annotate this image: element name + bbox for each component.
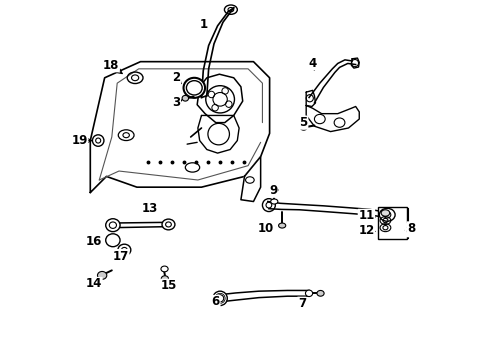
Ellipse shape bbox=[183, 78, 204, 98]
Ellipse shape bbox=[182, 95, 188, 101]
Text: 18: 18 bbox=[102, 59, 119, 72]
Text: 9: 9 bbox=[268, 184, 277, 197]
Text: 10: 10 bbox=[257, 222, 274, 235]
Text: 8: 8 bbox=[405, 224, 413, 237]
Ellipse shape bbox=[300, 125, 306, 130]
Text: 13: 13 bbox=[141, 202, 157, 215]
Ellipse shape bbox=[212, 291, 227, 306]
Ellipse shape bbox=[270, 199, 277, 204]
Polygon shape bbox=[198, 116, 239, 153]
Polygon shape bbox=[305, 105, 359, 132]
Text: 2: 2 bbox=[172, 71, 180, 84]
Polygon shape bbox=[197, 74, 242, 123]
Text: 7: 7 bbox=[297, 297, 305, 310]
Bar bbox=[377, 207, 407, 239]
Ellipse shape bbox=[161, 266, 168, 272]
Ellipse shape bbox=[380, 210, 389, 216]
Ellipse shape bbox=[316, 291, 324, 296]
Polygon shape bbox=[241, 157, 260, 202]
Ellipse shape bbox=[278, 223, 285, 228]
Ellipse shape bbox=[162, 219, 175, 230]
Ellipse shape bbox=[118, 244, 131, 256]
Polygon shape bbox=[305, 90, 315, 107]
Ellipse shape bbox=[97, 271, 106, 279]
Text: 14: 14 bbox=[85, 278, 102, 291]
Ellipse shape bbox=[105, 234, 120, 247]
Text: 17: 17 bbox=[112, 249, 129, 262]
Text: 4: 4 bbox=[308, 57, 316, 70]
Text: 12: 12 bbox=[358, 224, 374, 237]
Text: 8: 8 bbox=[407, 222, 414, 235]
Ellipse shape bbox=[305, 290, 312, 297]
Text: 15: 15 bbox=[161, 279, 177, 292]
Text: 11: 11 bbox=[358, 210, 374, 222]
Ellipse shape bbox=[105, 219, 120, 231]
Text: 5: 5 bbox=[299, 116, 307, 129]
Text: 6: 6 bbox=[211, 296, 220, 309]
Ellipse shape bbox=[161, 276, 168, 282]
Polygon shape bbox=[90, 62, 269, 193]
Ellipse shape bbox=[379, 208, 394, 221]
Polygon shape bbox=[351, 58, 359, 68]
Text: 1: 1 bbox=[199, 18, 207, 31]
Text: 19: 19 bbox=[71, 134, 87, 147]
Text: 16: 16 bbox=[85, 235, 102, 248]
Text: 3: 3 bbox=[172, 96, 180, 109]
